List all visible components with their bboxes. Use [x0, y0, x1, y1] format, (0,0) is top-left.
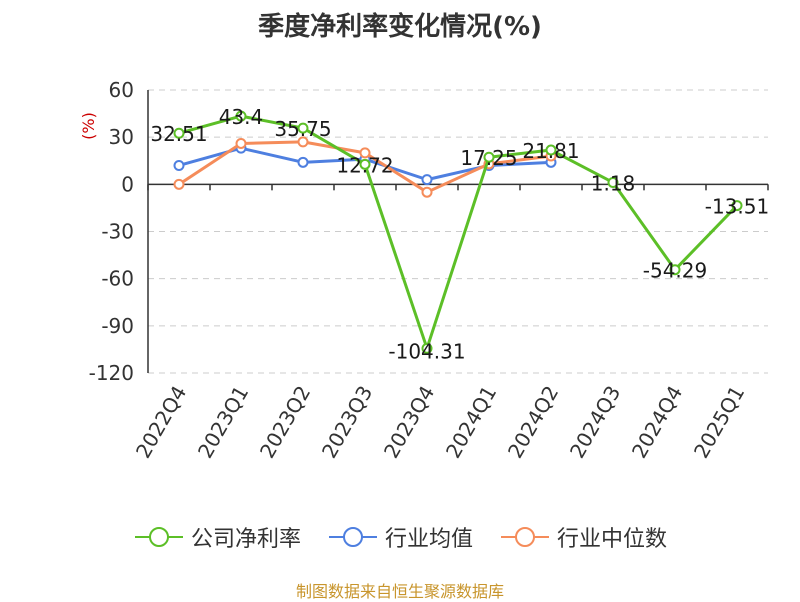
legend-swatch-marker [342, 527, 363, 547]
legend-label: 公司净利率 [190, 527, 301, 552]
y-tick-label: -60 [101, 267, 134, 291]
x-tick-label: 2024Q4 [627, 382, 687, 463]
legend-label: 行业中位数 [557, 527, 668, 552]
data-label: 17.25 [460, 146, 517, 170]
legend-label: 行业均值 [384, 527, 473, 552]
y-tick-label: -30 [101, 220, 134, 244]
data-point [173, 159, 185, 171]
y-tick-label: -120 [89, 361, 134, 385]
data-point [235, 137, 247, 149]
data-point [545, 144, 557, 156]
legend-swatch [328, 527, 377, 547]
legend-swatch-marker [148, 527, 169, 547]
data-point [421, 186, 433, 198]
x-tick-label: 2023Q3 [317, 382, 377, 463]
y-tick-label: 30 [109, 125, 134, 149]
y-tick-label: -90 [101, 314, 134, 338]
data-label: 12.72 [336, 153, 393, 177]
data-label: 43.4 [219, 105, 264, 129]
series-line [178, 114, 739, 350]
y-tick-label: 0 [121, 172, 134, 196]
data-point [421, 342, 433, 354]
x-tick-label: 2023Q2 [255, 382, 315, 463]
x-tick-label: 2024Q1 [441, 382, 501, 463]
data-label: 35.75 [274, 117, 331, 141]
x-tick-label: 2024Q3 [565, 382, 625, 463]
data-point [483, 151, 495, 163]
y-axis-label: (%) [79, 112, 98, 140]
data-point [359, 147, 371, 159]
legend-item[interactable]: 公司净利率 [133, 521, 301, 553]
x-tick-label: 2022Q4 [131, 382, 191, 463]
legend-swatch [501, 527, 549, 547]
legend-swatch-marker [515, 527, 535, 547]
data-label: -13.51 [705, 195, 769, 219]
data-label: 21.81 [522, 139, 579, 163]
y-tick-label: 60 [109, 78, 134, 102]
data-point [731, 200, 743, 212]
data-label: -54.29 [643, 259, 707, 283]
data-point [421, 174, 433, 186]
chart-title: 季度净利率变化情况(%) [258, 12, 542, 42]
data-point [173, 127, 185, 139]
data-label: 1.18 [591, 171, 636, 195]
legend-item[interactable]: 行业中位数 [499, 521, 667, 553]
data-point [297, 122, 309, 134]
legend-item[interactable]: 行业均值 [327, 521, 473, 553]
data-point [235, 110, 247, 122]
x-tick-label: 2023Q4 [379, 382, 439, 463]
legend-swatch [134, 527, 183, 547]
x-tick-label: 2024Q2 [503, 382, 563, 463]
x-tick-label: 2023Q1 [193, 382, 253, 463]
data-point [173, 178, 185, 190]
data-point [359, 158, 371, 170]
legend: 公司净利率 行业均值 行业中位数 [0, 520, 800, 554]
data-label: 32.51 [150, 122, 207, 146]
data-point [297, 156, 309, 168]
data-label: -104.31 [388, 339, 465, 363]
data-point [297, 136, 309, 148]
source-footer: 制图数据来自恒生聚源数据库 [295, 582, 504, 601]
data-point [669, 264, 681, 276]
data-point [607, 176, 619, 188]
x-tick-label: 2025Q1 [689, 382, 749, 463]
